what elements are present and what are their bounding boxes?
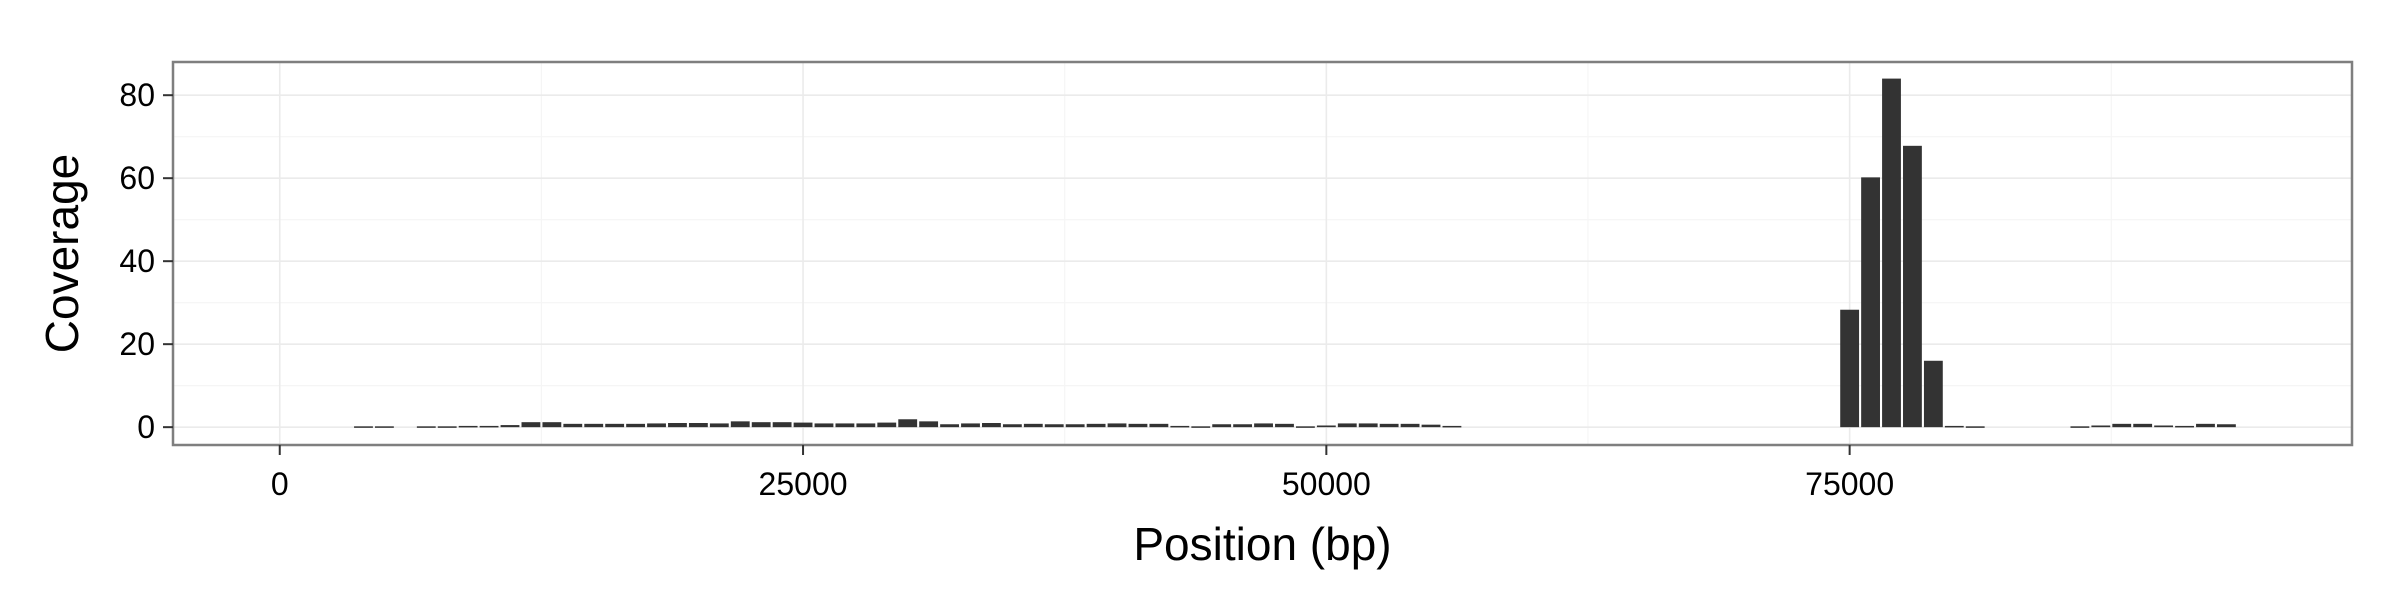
x-axis-title: Position (bp) — [1133, 518, 1391, 570]
coverage-bar — [1379, 423, 1399, 428]
x-tick-label: 50000 — [1282, 466, 1371, 502]
y-axis-title: Coverage — [36, 154, 88, 353]
coverage-bar — [1149, 423, 1169, 428]
grid-lines — [173, 62, 2352, 445]
coverage-bar — [374, 426, 394, 428]
y-tick-label: 0 — [137, 409, 155, 445]
axes: 0 25000 50000 75000 0 20 40 60 80 — [119, 77, 1894, 502]
coverage-bar — [1903, 145, 1922, 428]
coverage-bar — [542, 422, 562, 428]
coverage-bar — [1128, 423, 1148, 428]
coverage-bar — [709, 423, 729, 428]
x-tick-label: 75000 — [1805, 466, 1894, 502]
coverage-bar — [563, 423, 583, 428]
coverage-bar — [982, 423, 1001, 428]
coverage-bar — [919, 421, 939, 428]
coverage-bar — [584, 423, 604, 428]
coverage-bar — [814, 423, 834, 428]
coverage-bar — [626, 423, 646, 428]
coverage-bar — [1861, 177, 1880, 428]
coverage-bar — [1086, 423, 1106, 428]
coverage-bar — [1275, 423, 1294, 428]
coverage-bar — [1840, 309, 1860, 428]
x-tick-label: 0 — [271, 466, 289, 502]
coverage-bar — [1212, 424, 1232, 428]
coverage-bar — [1295, 426, 1315, 428]
coverage-bar — [2216, 424, 2236, 428]
y-tick-label: 60 — [119, 160, 155, 196]
coverage-bar — [2112, 423, 2132, 428]
coverage-bar — [1002, 424, 1022, 428]
coverage-bar — [1065, 424, 1085, 428]
coverage-bar — [730, 421, 750, 428]
coverage-bar — [1442, 425, 1462, 428]
coverage-bar — [1965, 426, 1985, 428]
coverage-bar — [354, 426, 373, 428]
coverage-bar — [1044, 424, 1064, 428]
coverage-bar — [1400, 423, 1420, 428]
coverage-bar — [500, 425, 520, 428]
coverage-bar — [668, 423, 687, 428]
coverage-bar — [793, 422, 813, 428]
coverage-bar — [961, 423, 980, 428]
coverage-bar — [2070, 426, 2090, 428]
coverage-bar — [1254, 423, 1273, 428]
coverage-bar — [877, 422, 897, 428]
coverage-bar — [898, 419, 918, 428]
coverage-bar — [647, 423, 666, 428]
coverage-bar — [1170, 425, 1190, 428]
coverage-bar — [688, 423, 708, 428]
coverage-bar — [521, 422, 541, 428]
bars — [354, 78, 2236, 428]
y-tick-label: 20 — [119, 326, 155, 362]
coverage-bar — [1107, 423, 1127, 428]
coverage-bar — [1191, 426, 1211, 428]
coverage-bar — [1337, 423, 1357, 428]
coverage-bar — [1421, 424, 1441, 428]
coverage-bar — [2196, 423, 2215, 428]
coverage-bar — [437, 426, 457, 428]
coverage-bar — [835, 423, 855, 428]
coverage-bar — [751, 422, 771, 428]
y-tick-label: 40 — [119, 243, 155, 279]
coverage-bar — [1944, 425, 1964, 428]
coverage-bar — [458, 425, 478, 428]
coverage-bar — [1358, 423, 1378, 428]
coverage-bar — [1233, 424, 1253, 428]
coverage-bar — [1023, 423, 1043, 428]
y-tick-label: 80 — [119, 77, 155, 113]
x-tick-label: 25000 — [759, 466, 848, 502]
coverage-bar — [479, 425, 499, 428]
coverage-bar — [772, 422, 792, 428]
coverage-bar — [2133, 423, 2153, 428]
coverage-bar — [940, 424, 959, 428]
coverage-bar — [1882, 78, 1901, 428]
coverage-bar — [2175, 425, 2194, 428]
coverage-bar — [2091, 425, 2111, 428]
coverage-bar — [1316, 425, 1336, 428]
coverage-bar — [2154, 425, 2174, 428]
coverage-bar — [1923, 360, 1943, 428]
panel-border — [171, 60, 2354, 447]
coverage-bar — [856, 423, 876, 428]
coverage-bar — [416, 426, 436, 428]
coverage-bar — [605, 423, 625, 428]
